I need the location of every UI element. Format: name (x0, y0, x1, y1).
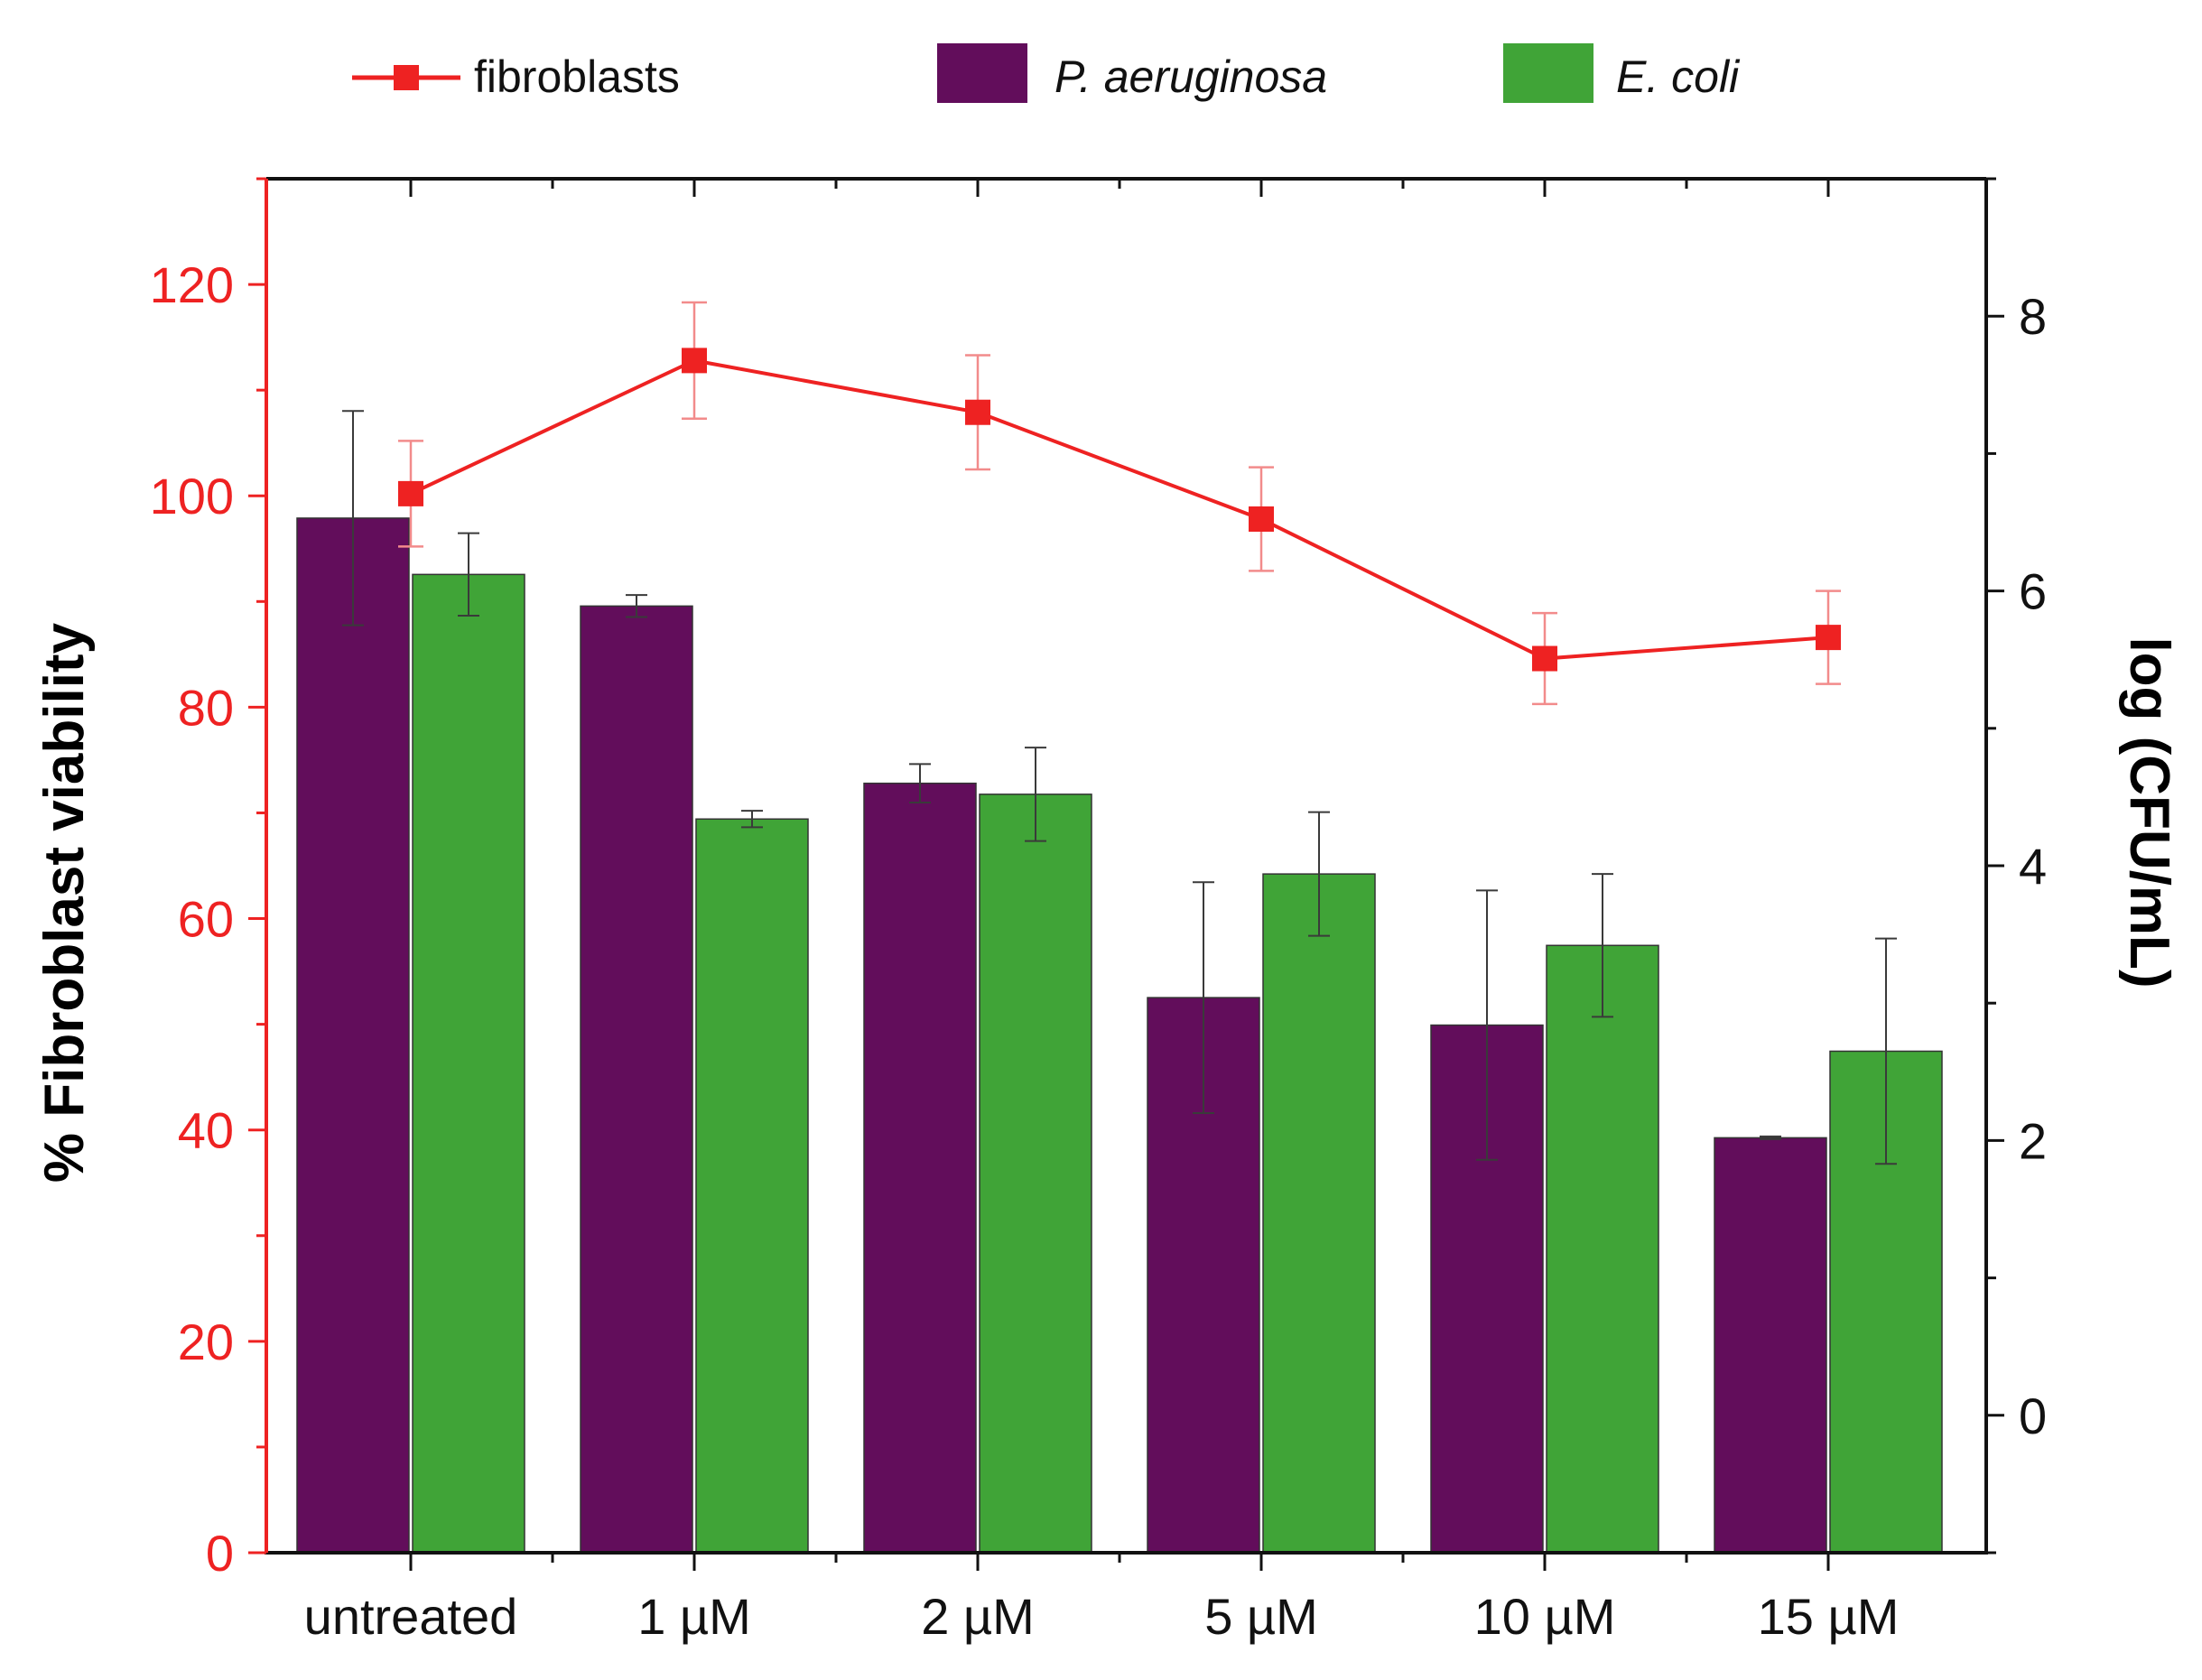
legend-p-aeruginosa-swatch (937, 43, 1027, 103)
legend-e-coli-label: E. coli (1616, 51, 1741, 102)
fibroblasts-point-2-m (965, 399, 990, 425)
fibroblasts-point-untreated (398, 480, 423, 506)
x-tick-label-10-m: 10 µM (1474, 1588, 1616, 1645)
bars-layer (296, 410, 1943, 1554)
errorbar-p-aeruginosa-5-m (1193, 881, 1214, 1114)
errorbar-e-coli-untreated (458, 532, 479, 617)
x-tick-label-1-m: 1 µM (637, 1588, 751, 1645)
legend-e-coli-swatch (1503, 43, 1593, 103)
errorbar-e-coli-10-m (1592, 873, 1613, 1018)
bar-p-aeruginosa-15-m (1714, 1137, 1827, 1554)
errorbar-p-aeruginosa-2-m (909, 763, 931, 803)
errorbar-p-aeruginosa-15-m (1760, 1135, 1781, 1140)
x-tick-label-15-m: 15 µM (1758, 1588, 1900, 1645)
y-left-tick-label: 20 (178, 1313, 234, 1370)
y-left-tick-label: 40 (178, 1102, 234, 1159)
y-right-tick-label: 8 (2019, 288, 2047, 345)
y-right-tick-label: 6 (2019, 563, 2047, 620)
y-left-tick-label: 100 (150, 468, 234, 524)
y-left-tick-label: 60 (178, 891, 234, 948)
legend-fibroblasts-marker (394, 65, 419, 90)
fibroblast-line-layer (398, 301, 1841, 706)
errorbar-p-aeruginosa-10-m (1476, 889, 1498, 1161)
y-left-tick-label: 80 (178, 679, 234, 736)
x-tick-label-2-m: 2 µM (921, 1588, 1035, 1645)
bar-p-aeruginosa-untreated (296, 517, 410, 1554)
y-left-tick-label: 120 (150, 256, 234, 313)
errorbar-p-aeruginosa-1-m (626, 594, 647, 618)
y-right-tick-label: 2 (2019, 1112, 2047, 1169)
y-right-tick-label: 4 (2019, 838, 2047, 895)
bar-e-coli-10-m (1546, 944, 1659, 1554)
bar-e-coli-5-m (1262, 873, 1376, 1554)
fibroblasts-point-5-m (1249, 506, 1274, 532)
bar-p-aeruginosa-1-m (580, 605, 693, 1554)
bar-e-coli-2-m (979, 794, 1092, 1554)
x-tick-label-untreated: untreated (304, 1588, 518, 1645)
fibroblasts-line (410, 358, 1829, 661)
legend-p-aeruginosa-label: P. aeruginosa (1055, 51, 1327, 102)
fibroblasts-point-1-m (682, 348, 707, 374)
axes-layer: 0 20 40 60 80 100 120 0 2 4 6 8 untreated 1 µM 2 µM 5 µ… (150, 177, 2047, 1645)
errorbar-e-coli-5-m (1308, 811, 1330, 937)
y-axis-left-title: % Fibroblast viability (33, 622, 96, 1183)
errorbar-e-coli-1-m (741, 810, 763, 829)
errorbar-e-coli-15-m (1875, 937, 1897, 1165)
bar-e-coli-untreated (412, 573, 525, 1554)
bar-e-coli-1-m (695, 818, 809, 1554)
y-left-tick-label: 0 (206, 1525, 234, 1582)
y-axis-right-title: log (CFU/mL) (2118, 636, 2180, 988)
fibroblasts-point-10-m (1532, 645, 1557, 672)
fibroblasts-point-15-m (1816, 625, 1841, 651)
legend: fibroblasts P. aeruginosa E. coli (352, 43, 1741, 103)
legend-fibroblasts-label: fibroblasts (474, 51, 680, 102)
bar-p-aeruginosa-2-m (863, 782, 977, 1554)
x-tick-label-5-m: 5 µM (1204, 1588, 1318, 1645)
errorbar-p-aeruginosa-untreated (342, 410, 364, 627)
y-right-tick-label: 0 (2019, 1388, 2047, 1444)
errorbar-e-coli-2-m (1025, 747, 1046, 842)
